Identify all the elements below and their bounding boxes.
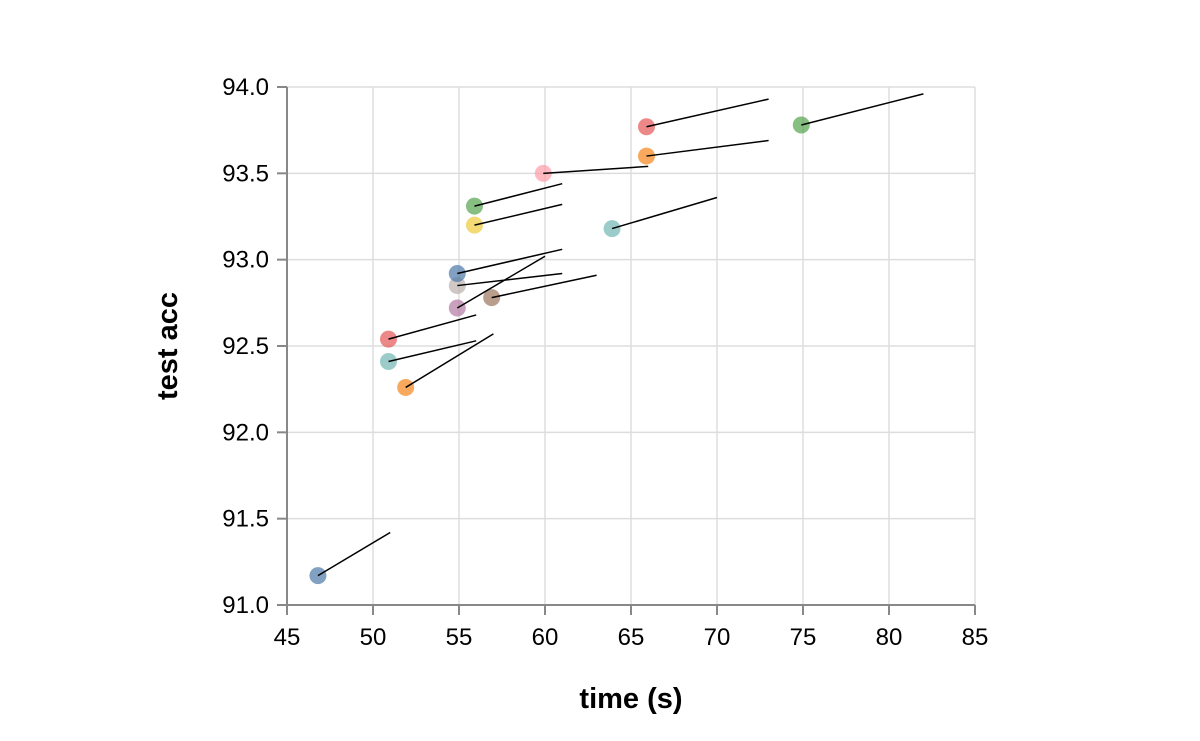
leader-line [457,272,563,287]
leader-line [388,314,477,340]
leader-line [474,203,563,226]
leader-line [405,333,494,389]
leader-line [388,340,477,363]
y-tick-label: 94.0 [222,74,269,101]
y-axis-ticks: 91.0 91.5 92.0 92.5 93.0 93.5 94.0 [222,74,287,619]
leader-line [611,196,718,230]
leader-line [456,255,546,309]
x-tick-label: 65 [618,624,645,651]
y-tick-label: 92.5 [222,333,269,360]
x-axis-ticks: 45 50 55 60 65 70 75 80 85 [274,605,989,651]
leader-line [646,139,769,157]
y-tick-label: 91.5 [222,506,269,533]
leader-line [457,248,563,275]
grid [286,86,976,606]
leader-line [491,274,597,299]
y-tick-label: 91.0 [222,592,269,619]
y-tick-label: 93.0 [222,247,269,274]
x-tick-label: 45 [274,624,301,651]
leader-line [801,93,924,126]
x-tick-label: 85 [962,624,989,651]
y-tick-label: 93.5 [222,160,269,187]
y-tick-label: 92.0 [222,419,269,446]
x-axis-title: time (s) [579,683,682,715]
leader-line [646,98,769,128]
x-tick-label: 55 [446,624,473,651]
x-tick-label: 80 [876,624,903,651]
leader-line [317,531,391,577]
leader-line [474,182,563,207]
x-tick-label: 70 [704,624,731,651]
leader-line [543,165,649,175]
x-tick-label: 60 [532,624,559,651]
leader-lines [317,93,924,577]
data-points [309,116,810,585]
y-axis-title: test acc [152,292,184,400]
x-tick-label: 75 [790,624,817,651]
x-tick-label: 50 [360,624,387,651]
